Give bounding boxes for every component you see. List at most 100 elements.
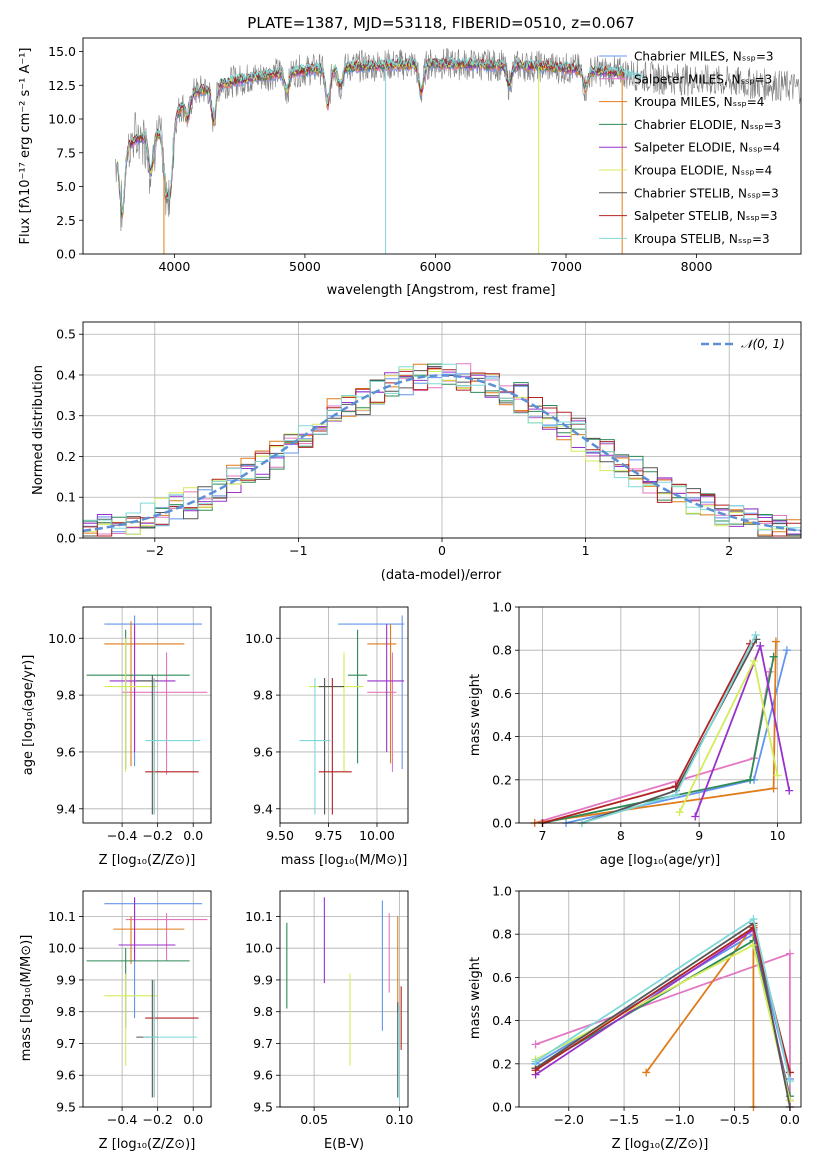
axes-frame xyxy=(279,890,409,1108)
residuals-ylabel: Normed distribution xyxy=(31,365,46,495)
y-tick-label: 10.1 xyxy=(48,909,76,924)
mass-weight-marker xyxy=(773,771,782,780)
age-vs-mass-xlabel: mass [log₁₀(M/M⊙)] xyxy=(281,853,408,868)
x-tick-label: −1.0 xyxy=(664,1112,694,1127)
legend-label: Chabrier STELIB, Nₛₛₚ=3 xyxy=(634,186,779,200)
spectrum-axes: 4000 5000 6000 7000 8000 0.0 2.5 5.0 7.5 10.0 12.5… xyxy=(48,37,802,274)
mass-weight-marker xyxy=(756,641,765,650)
mass-weight-marker xyxy=(785,786,794,795)
y-tick-label: 0.2 xyxy=(492,1056,512,1071)
axes-frame xyxy=(82,890,212,1108)
residuals-axes: −2 −1 0 1 2 0.0 0.1 0.2 0.3 0.4 0.5 xyxy=(56,321,802,558)
mass-weight-marker xyxy=(750,657,758,665)
y-tick-label: 0.0 xyxy=(56,247,76,262)
mass-weight-marker xyxy=(771,637,780,646)
x-tick-label: 0.0 xyxy=(183,1112,203,1127)
y-tick-label: 9.8 xyxy=(56,1004,76,1019)
x-tick-label: 1 xyxy=(582,543,590,558)
mass-weight-marker xyxy=(749,915,758,924)
mass-vs-Z-xlabel: Z [log₁₀(Z/Z⊙)] xyxy=(99,1137,196,1152)
mass-weight-vs-Z-ylabel: mass weight xyxy=(468,957,483,1039)
mass-weight-marker xyxy=(642,1068,651,1077)
mass-weight-vs-age-data-layer xyxy=(530,631,794,827)
mass-weight-marker xyxy=(691,812,700,821)
axes-frame xyxy=(518,890,802,1108)
y-tick-label: 1.0 xyxy=(492,884,512,899)
legend-label: Chabrier MILES, Nₛₛₚ=3 xyxy=(634,50,774,64)
x-tick-label: 0.05 xyxy=(300,1112,328,1127)
y-tick-label: 9.6 xyxy=(56,744,76,759)
spectrum-legend: Chabrier MILES, Nₛₛₚ=3 Salpeter MILES, Nₛ… xyxy=(599,50,781,246)
model-spectrum-tail xyxy=(624,69,645,80)
mass-weight-vs-age-panel: 7 8 9 10 0.0 0.2 0.4 0.6 0.8 1.0 age [log₁₀(age/y… xyxy=(468,600,802,868)
y-tick-label: 9.5 xyxy=(253,1100,273,1115)
y-tick-label: 2.5 xyxy=(56,213,76,228)
spectrum-data-layer xyxy=(115,48,801,254)
residual-histogram-step xyxy=(83,363,801,531)
mass-weight-vs-age-axes: 7 8 9 10 0.0 0.2 0.4 0.6 0.8 1.0 xyxy=(492,600,802,843)
mass-weight-vs-Z-panel: −2.0 −1.5 −1.0 −0.5 0.0 0.0 0.2 0.4 0.6 0.8 1.0 Z … xyxy=(468,884,802,1152)
x-tick-label: 0.10 xyxy=(386,1112,414,1127)
mass-weight-marker xyxy=(785,949,794,958)
x-tick-label: 9.50 xyxy=(266,828,294,843)
y-tick-label: 12.5 xyxy=(48,78,76,93)
mass-vs-EBV-panel: 0.05 0.10 9.5 9.6 9.7 9.8 9.9 10.0 10.1 E(B-V) xyxy=(245,890,414,1152)
y-tick-label: 9.4 xyxy=(56,801,76,816)
x-tick-label: 9.75 xyxy=(315,828,343,843)
y-tick-label: 9.7 xyxy=(56,1036,76,1051)
x-tick-label: 10.00 xyxy=(359,828,395,843)
legend-label: Kroupa STELIB, Nₛₛₚ=3 xyxy=(634,232,770,246)
spectrum-xlabel: wavelength [Angstrom, rest frame] xyxy=(327,283,556,298)
y-tick-label: 9.9 xyxy=(56,972,76,987)
x-tick-label: −2 xyxy=(146,543,164,558)
y-tick-label: 9.6 xyxy=(253,1068,273,1083)
x-tick-label: −0.4 xyxy=(107,1112,137,1127)
spectrum-panel: PLATE=1387, MJD=53118, FIBERID=0510, z=0… xyxy=(18,14,802,298)
y-tick-label: 0.3 xyxy=(56,408,76,423)
mass-vs-Z-axes: −0.4 −0.2 0.0 9.5 9.6 9.7 9.8 9.9 10.0 10.1 xyxy=(48,890,212,1127)
y-tick-label: 9.9 xyxy=(253,972,273,987)
y-tick-label: 9.7 xyxy=(253,1036,273,1051)
y-tick-label: 0.4 xyxy=(492,729,512,744)
mass-vs-Z-ylabel: mass [log₁₀(M/M⊙)] xyxy=(19,935,34,1062)
y-tick-label: 9.6 xyxy=(253,744,273,759)
age-vs-Z-data-layer xyxy=(86,615,208,815)
mass-weight-marker xyxy=(751,631,760,640)
age-vs-Z-xlabel: Z [log₁₀(Z/Z⊙)] xyxy=(99,853,196,868)
spectrum-series-group xyxy=(115,48,801,254)
mass-vs-EBV-xlabel: E(B-V) xyxy=(324,1137,364,1152)
y-tick-label: 10.0 xyxy=(48,631,76,646)
y-tick-label: 10.0 xyxy=(245,941,273,956)
x-tick-label: −0.4 xyxy=(107,828,137,843)
residuals-xlabel: (data-model)/error xyxy=(381,568,502,583)
mass-weight-vs-Z-data-layer xyxy=(531,915,794,1111)
mass-weight-marker xyxy=(769,652,778,661)
legend-label: Kroupa ELODIE, Nₛₛₚ=4 xyxy=(634,164,772,178)
age-vs-mass-panel: 9.50 9.75 10.00 9.4 9.6 9.8 10.0 mass [log₁₀(M… xyxy=(245,606,409,868)
residuals-legend: 𝒩(0, 1) xyxy=(701,337,785,351)
x-tick-label: 5000 xyxy=(289,259,321,274)
mass-weight-marker xyxy=(671,790,680,799)
legend-label: Kroupa MILES, Nₛₛₚ=4 xyxy=(634,95,764,109)
x-tick-label: 0 xyxy=(438,543,446,558)
mass-weight-marker xyxy=(531,1040,540,1049)
axes-frame xyxy=(82,321,802,539)
axes-frame xyxy=(82,606,212,824)
mass-weight-marker xyxy=(531,1057,540,1066)
model-spectrum-line xyxy=(116,57,625,211)
mass-vs-Z-panel: −0.4 −0.2 0.0 9.5 9.6 9.7 9.8 9.9 10.0 10.1 Z [lo… xyxy=(19,890,212,1152)
age-vs-Z-grid xyxy=(83,607,211,823)
x-tick-label: 7 xyxy=(539,828,547,843)
mass-weight-vs-Z-axes: −2.0 −1.5 −1.0 −0.5 0.0 0.0 0.2 0.4 0.6 0.8 1.0 xyxy=(492,884,802,1127)
y-tick-label: 10.0 xyxy=(48,112,76,127)
mass-weight-marker xyxy=(749,941,758,949)
model-spectrum-line xyxy=(116,56,625,214)
y-tick-label: 7.5 xyxy=(56,145,76,160)
axes-frame xyxy=(82,37,802,255)
x-tick-label: 0.0 xyxy=(780,1112,800,1127)
y-tick-label: 9.5 xyxy=(56,1100,76,1115)
x-tick-label: 8 xyxy=(617,828,625,843)
x-tick-label: −0.2 xyxy=(142,828,172,843)
x-tick-label: 0.0 xyxy=(183,828,203,843)
